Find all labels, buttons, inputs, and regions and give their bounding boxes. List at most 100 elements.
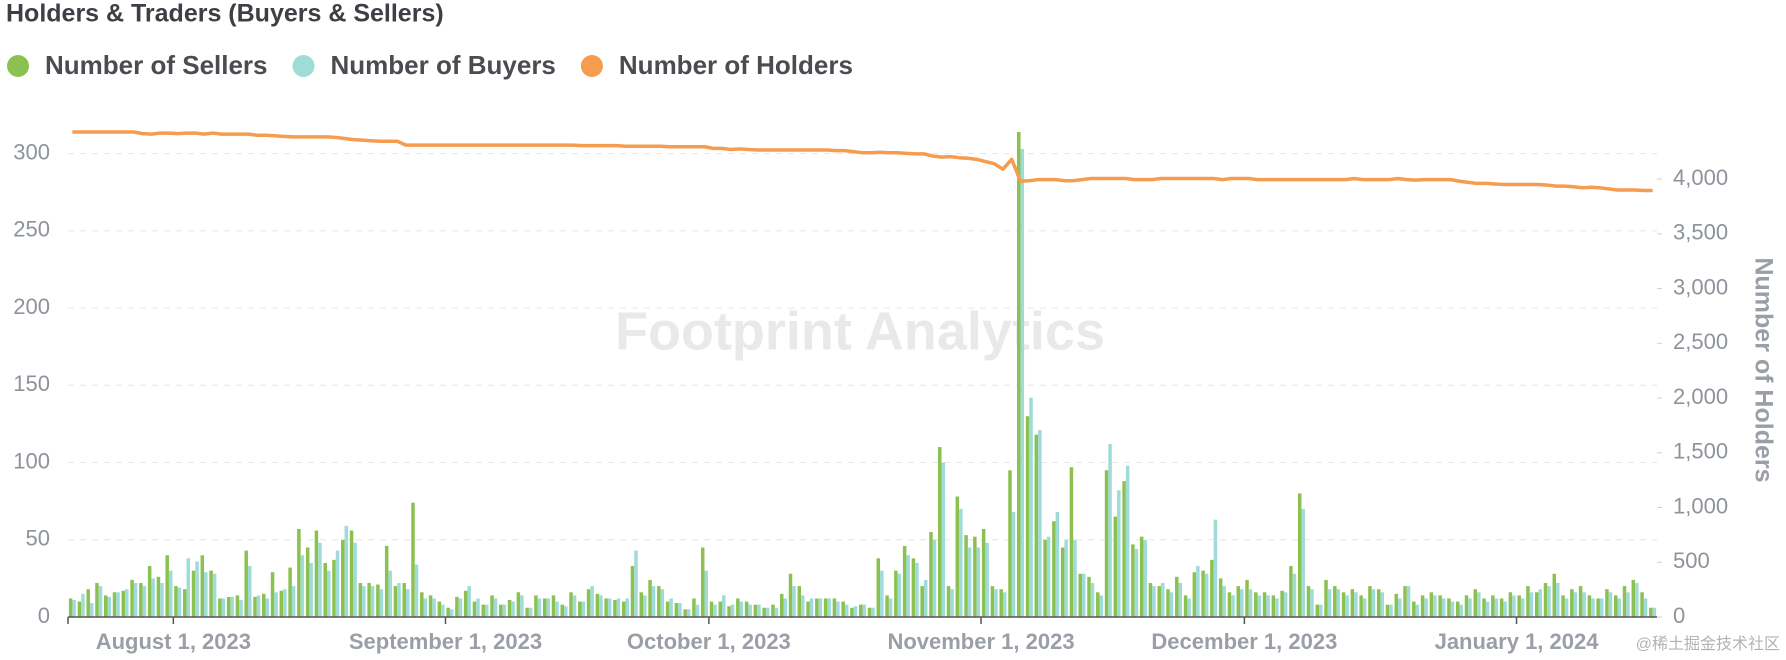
bar	[1178, 583, 1183, 617]
bar	[516, 592, 521, 617]
bar	[397, 583, 401, 617]
bar	[994, 589, 998, 617]
bar	[1596, 598, 1600, 617]
bar	[367, 583, 371, 617]
bar	[370, 586, 375, 617]
bar	[1438, 595, 1442, 617]
bar	[1099, 595, 1104, 617]
bar	[1020, 148, 1025, 617]
legend-label: Number of Buyers	[331, 50, 556, 80]
bar	[853, 606, 858, 617]
bar	[1608, 592, 1613, 617]
bar	[446, 607, 450, 617]
bar	[1626, 592, 1630, 617]
bar	[1599, 598, 1604, 617]
bar	[1368, 586, 1372, 617]
bar	[1556, 583, 1560, 617]
bar	[244, 550, 248, 617]
bar	[458, 598, 463, 617]
bar	[1108, 444, 1112, 617]
bar	[1499, 598, 1504, 617]
bar	[353, 542, 357, 617]
bar	[727, 606, 731, 617]
bar	[481, 604, 486, 617]
bar	[923, 579, 928, 617]
bar	[139, 583, 143, 617]
bar	[1359, 595, 1363, 617]
bar	[1060, 547, 1065, 617]
bar	[1529, 592, 1534, 617]
bar	[730, 604, 735, 617]
bar	[309, 562, 313, 617]
bar	[463, 590, 468, 617]
bar	[1078, 573, 1082, 617]
bar	[613, 600, 617, 617]
line	[72, 130, 1653, 193]
bar	[616, 598, 621, 617]
bar	[1441, 598, 1446, 617]
bar	[1315, 604, 1320, 617]
bar	[1464, 595, 1469, 617]
bar	[1183, 595, 1188, 617]
bar	[493, 598, 498, 617]
x-tick-label: January 1, 2024	[1435, 629, 1600, 654]
bar	[1635, 583, 1639, 617]
bar	[528, 607, 533, 617]
bar	[414, 564, 419, 617]
bar	[1148, 583, 1153, 617]
bar	[204, 572, 208, 617]
bar	[762, 607, 766, 617]
bar	[1605, 589, 1609, 617]
bar	[739, 601, 744, 617]
bar	[713, 604, 717, 617]
bar	[1424, 598, 1428, 617]
bar	[200, 555, 205, 617]
bar	[1266, 595, 1270, 617]
bar	[1319, 604, 1323, 617]
bar	[1582, 592, 1586, 617]
bar	[274, 592, 278, 617]
y2-tick-label: 3,000	[1673, 274, 1728, 299]
bar	[437, 601, 442, 617]
bar	[867, 607, 872, 617]
bar	[783, 598, 788, 617]
bar	[507, 600, 512, 617]
bar	[125, 589, 129, 617]
bar	[607, 598, 612, 617]
bar	[871, 607, 875, 617]
bar	[1231, 595, 1235, 617]
bar	[1643, 598, 1648, 617]
bar	[590, 586, 594, 617]
bar	[1222, 586, 1226, 617]
bar	[1245, 579, 1249, 617]
bar	[1520, 598, 1525, 617]
bar	[121, 590, 126, 617]
bar	[1415, 604, 1420, 617]
bar	[757, 604, 761, 617]
bar	[300, 555, 305, 617]
bar	[1055, 511, 1060, 617]
bar	[1210, 559, 1214, 617]
y-tick-label: 300	[13, 139, 50, 164]
bar	[1376, 589, 1381, 617]
bar	[551, 595, 556, 617]
y2-tick-label: 1,000	[1673, 493, 1728, 518]
bar	[985, 542, 989, 617]
bar	[195, 561, 199, 617]
bar	[534, 595, 538, 617]
bar	[1631, 579, 1636, 617]
bar	[555, 601, 559, 617]
y2-tick-label: 0	[1673, 603, 1685, 628]
bar	[499, 604, 503, 617]
bar	[1547, 586, 1551, 617]
bar	[1187, 598, 1191, 617]
bar	[876, 558, 881, 617]
bar	[621, 601, 626, 617]
bar	[520, 595, 524, 617]
bar	[941, 462, 946, 617]
bar	[420, 592, 424, 617]
bar	[1336, 589, 1341, 617]
bar	[1310, 589, 1314, 617]
bar	[393, 586, 398, 617]
bar	[116, 592, 120, 617]
